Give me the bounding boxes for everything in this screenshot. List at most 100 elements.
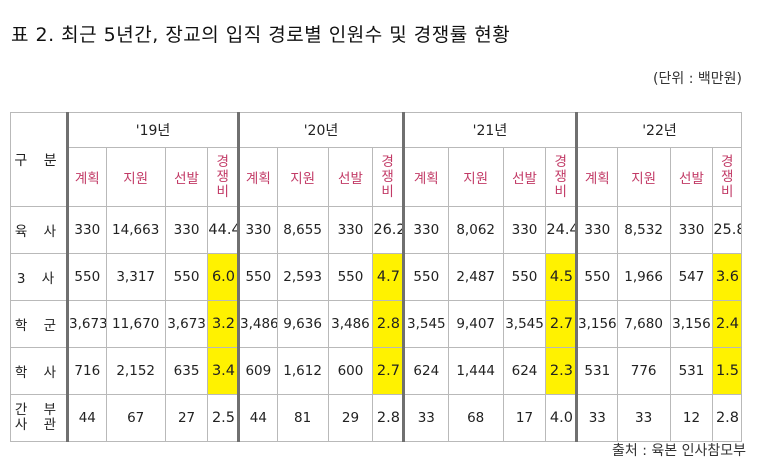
value-cell: 330 [237,206,278,254]
value-cell: 67 [105,394,166,442]
value-cell: 550 [574,253,618,301]
value-cell: 12 [669,394,714,442]
value-cell: 547 [669,253,714,301]
value-cell: 11,670 [105,300,166,348]
value-cell: 1,444 [447,347,504,395]
value-cell: 531 [669,347,714,395]
value-cell: 2,152 [105,347,166,395]
value-cell: 33 [574,394,618,442]
unit-note: (단위 : 백만원) [653,71,742,87]
value-cell: 8,532 [616,206,671,254]
subheader-ratio: 경쟁비 [545,147,577,207]
row-label: 학 군 [10,300,68,348]
value-cell: 635 [164,347,209,395]
value-cell: 9,636 [276,300,329,348]
row-label-line: 간 부 [14,402,63,418]
value-cell: 1,966 [616,253,671,301]
ratio-cell: 1.5 [712,347,742,395]
ratio-cell: 2.4 [712,300,742,348]
value-cell: 2,487 [447,253,504,301]
value-cell: 8,062 [447,206,504,254]
value-cell: 550 [164,253,209,301]
corner-label: 구 분 [10,112,68,207]
value-cell: 3,156 [669,300,714,348]
row-label: 육 사 [10,206,68,254]
subheader: 계획 [574,147,618,207]
value-cell: 3,673 [164,300,209,348]
value-cell: 9,407 [447,300,504,348]
subheader-ratio-text: 경쟁비 [216,153,229,200]
value-cell: 330 [669,206,714,254]
value-cell: 14,663 [105,206,166,254]
value-cell: 68 [447,394,504,442]
value-cell: 330 [502,206,547,254]
value-cell: 27 [164,394,209,442]
recruitment-table: 구 분 '19년 '20년 '21년 '22년 계획 지원 선발 경쟁비 계획 지원 선발 경… [10,112,743,442]
value-cell: 17 [502,394,547,442]
subheader-ratio: 경쟁비 [372,147,404,207]
value-cell: 3,673 [65,300,107,348]
value-cell: 550 [237,253,278,301]
value-cell: 330 [164,206,209,254]
source-note: 출처 : 육본 인사참모부 [612,443,746,459]
ratio-cell: 44.4 [207,206,239,254]
row-label: 3 사 [10,253,68,301]
row-label-line: 사 관 [14,417,63,433]
ratio-cell: 25.8 [712,206,742,254]
subheader-ratio: 경쟁비 [712,147,742,207]
subheader: 지원 [276,147,329,207]
ratio-cell: 4.5 [545,253,577,301]
value-cell: 3,486 [327,300,374,348]
year-header: '21년 [401,112,577,148]
subheader: 선발 [164,147,209,207]
ratio-cell: 6.0 [207,253,239,301]
value-cell: 3,156 [574,300,618,348]
subheader-row: 계획 지원 선발 경쟁비 계획 지원 선발 경쟁비 계획 지원 선발 경쟁비 계획 지원 선발 경쟁비 [11,147,742,207]
value-cell: 7,680 [616,300,671,348]
value-cell: 330 [327,206,374,254]
subheader: 선발 [327,147,374,207]
ratio-cell: 2.8 [712,394,742,442]
row-label: 학 사 [10,347,68,395]
ratio-cell: 26.2 [372,206,404,254]
subheader-ratio-text: 경쟁비 [554,153,567,200]
value-cell: 33 [401,394,449,442]
year-header: '20년 [237,112,404,148]
year-header: '22년 [574,112,743,148]
table-row: 3 사 550 3,317 550 6.0 550 2,593 550 4.7 550 2,487 5… [10,253,742,301]
ratio-cell: 2.5 [207,394,239,442]
value-cell: 776 [616,347,671,395]
value-cell: 716 [65,347,107,395]
subheader: 지원 [447,147,504,207]
ratio-cell: 3.2 [207,300,239,348]
value-cell: 600 [327,347,374,395]
subheader-ratio: 경쟁비 [207,147,239,207]
subheader: 계획 [401,147,449,207]
value-cell: 81 [276,394,329,442]
ratio-cell: 4.0 [545,394,577,442]
value-cell: 2,593 [276,253,329,301]
subheader-ratio-text: 경쟁비 [381,153,394,200]
table-title: 표 2. 최근 5년간, 장교의 입직 경로별 인원수 및 경쟁률 현황 [11,24,511,46]
value-cell: 3,545 [502,300,547,348]
value-cell: 1,612 [276,347,329,395]
value-cell: 330 [65,206,107,254]
value-cell: 550 [401,253,449,301]
table-row: 육 사 330 14,663 330 44.4 330 8,655 330 26.2 330 8,0… [10,206,742,254]
table-row: 학 군 3,673 11,670 3,673 3.2 3,486 9,636 3,486 2.8… [10,300,742,348]
ratio-cell: 3.4 [207,347,239,395]
value-cell: 8,655 [276,206,329,254]
value-cell: 330 [401,206,449,254]
ratio-cell: 3.6 [712,253,742,301]
subheader: 지원 [616,147,671,207]
value-cell: 550 [65,253,107,301]
value-cell: 624 [502,347,547,395]
ratio-cell: 2.7 [545,300,577,348]
value-cell: 330 [574,206,618,254]
ratio-cell: 24.4 [545,206,577,254]
value-cell: 531 [574,347,618,395]
value-cell: 624 [401,347,449,395]
subheader: 선발 [502,147,547,207]
